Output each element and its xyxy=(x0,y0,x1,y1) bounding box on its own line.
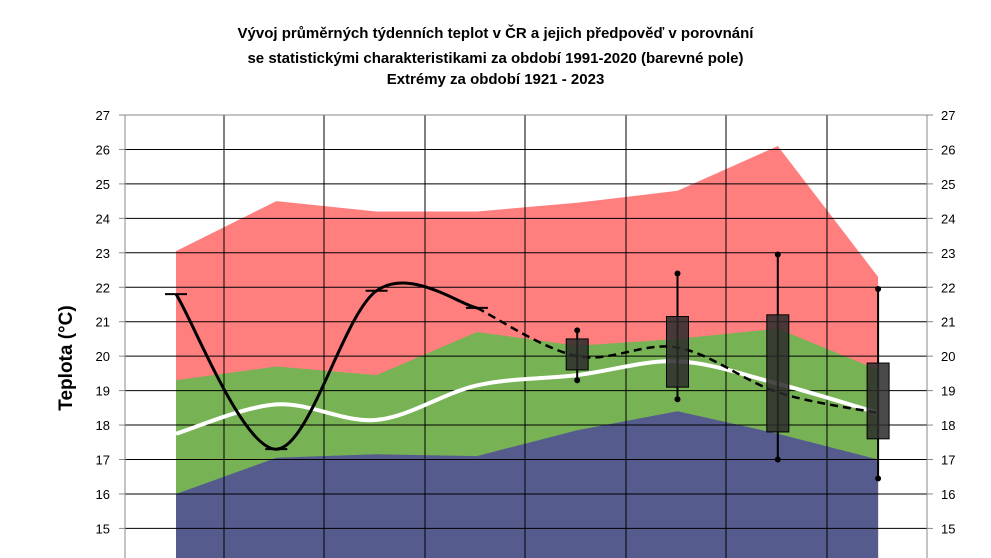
forecast-box xyxy=(565,338,589,371)
forecast-max-dot xyxy=(875,285,882,292)
y-tick-label-right: 27 xyxy=(941,108,955,123)
y-tick-label-left: 23 xyxy=(96,246,110,261)
y-tick-label-left: 17 xyxy=(96,453,110,468)
y-tick-label-left: 22 xyxy=(96,280,110,295)
forecast-max-dot xyxy=(574,327,581,334)
forecast-box xyxy=(866,362,890,440)
y-tick-label-right: 22 xyxy=(941,280,955,295)
y-tick-label-left: 15 xyxy=(96,521,110,536)
y-tick-label-right: 20 xyxy=(941,349,955,364)
y-tick-label-right: 18 xyxy=(941,418,955,433)
y-tick-label-left: 27 xyxy=(96,108,110,123)
band-lower-normal xyxy=(176,411,879,558)
chart-title-line-2: se statistickými charakteristikami za ob… xyxy=(247,50,744,67)
y-tick-label-left: 26 xyxy=(96,142,110,157)
y-tick-label-right: 25 xyxy=(941,177,955,192)
y-axis-label: Teplota (°C) xyxy=(56,305,77,410)
y-tick-label-right: 26 xyxy=(941,142,955,157)
forecast-min-dot xyxy=(774,456,781,463)
y-tick-label-right: 15 xyxy=(941,521,955,536)
forecast-min-dot xyxy=(875,475,882,482)
forecast-min-dot xyxy=(574,377,581,384)
y-tick-label-left: 16 xyxy=(96,487,110,502)
y-tick-label-left: 18 xyxy=(96,418,110,433)
y-tick-label-right: 23 xyxy=(941,246,955,261)
forecast-max-dot xyxy=(674,270,681,277)
y-tick-label-left: 24 xyxy=(96,211,110,226)
y-tick-label-right: 17 xyxy=(941,453,955,468)
y-tick-label-right: 24 xyxy=(941,211,955,226)
y-tick-label-left: 25 xyxy=(96,177,110,192)
y-tick-label-left: 19 xyxy=(96,384,110,399)
forecast-min-dot xyxy=(674,396,681,403)
forecast-box xyxy=(766,314,790,433)
y-tick-label-right: 21 xyxy=(941,315,955,330)
y-tick-label-left: 21 xyxy=(96,315,110,330)
observed-line xyxy=(174,281,478,451)
chart-title-line-3: Extrémy za období 1921 - 2023 xyxy=(386,71,605,88)
forecast-box xyxy=(666,316,689,388)
forecast-max-dot xyxy=(774,251,781,258)
y-tick-label-left: 20 xyxy=(96,349,110,364)
y-tick-label-right: 19 xyxy=(941,384,955,399)
y-tick-label-right: 16 xyxy=(941,487,955,502)
chart-title-line-1: Vývoj průměrných týdenních teplot v ČR a… xyxy=(237,25,754,42)
